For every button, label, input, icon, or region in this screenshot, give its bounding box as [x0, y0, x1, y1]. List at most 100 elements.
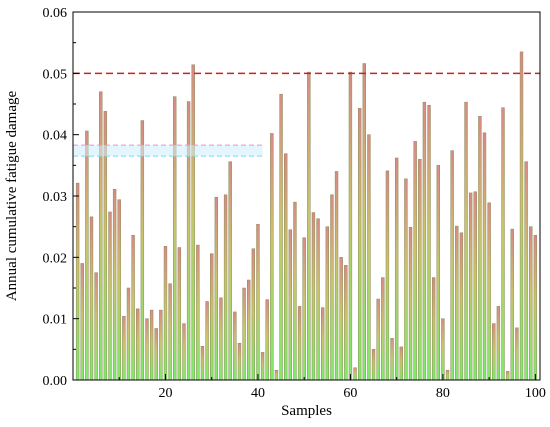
bar-sample-63 — [362, 63, 366, 381]
bars-layer — [75, 51, 538, 381]
bar-sample-79 — [436, 165, 440, 381]
bar-sample-14 — [136, 308, 140, 381]
bar-sample-46 — [284, 153, 288, 381]
x-tick-label: 60 — [343, 386, 357, 401]
bar-sample-87 — [473, 191, 477, 381]
bar-sample-35 — [233, 311, 237, 381]
bar-sample-84 — [459, 232, 464, 381]
bar-sample-26 — [191, 64, 195, 381]
bar-sample-88 — [478, 116, 482, 381]
bar-sample-89 — [482, 132, 487, 381]
reference-band — [73, 144, 263, 157]
bar-sample-34 — [228, 161, 232, 381]
bar-sample-28 — [200, 346, 205, 381]
ticks-layer: 0.00 0.01 0.02 0.03 0.04 0.05 0.06 20 40 60 80 100 — [43, 6, 546, 401]
x-tick-label: 100 — [525, 386, 546, 401]
bar-sample-22 — [173, 96, 177, 381]
bar-sample-96 — [515, 327, 519, 381]
y-tick-label: 0.04 — [43, 129, 68, 144]
bar-sample-75 — [418, 158, 422, 381]
bar-sample-61 — [353, 367, 357, 381]
bar-sample-60 — [348, 71, 353, 381]
bar-sample-73 — [408, 227, 413, 381]
bar-sample-25 — [186, 101, 191, 381]
bar-sample-53 — [316, 218, 320, 381]
bar-sample-70 — [394, 157, 399, 381]
bar-sample-27 — [196, 244, 200, 381]
x-tick-label: 40 — [251, 386, 265, 401]
bar-sample-59 — [344, 265, 348, 381]
y-tick-label: 0.00 — [43, 374, 68, 389]
bar-sample-82 — [450, 150, 454, 381]
reference-band-fill — [73, 145, 263, 157]
bar-sample-66 — [376, 298, 380, 381]
bar-sample-9 — [112, 189, 117, 381]
bar-sample-4 — [89, 216, 94, 381]
bar-sample-52 — [311, 212, 316, 381]
bar-sample-80 — [441, 318, 445, 381]
bar-sample-12 — [126, 287, 131, 381]
bar-sample-49 — [297, 306, 302, 381]
bar-sample-54 — [321, 307, 325, 381]
bar-sample-76 — [422, 101, 427, 381]
bar-sample-33 — [223, 194, 228, 381]
bar-sample-64 — [367, 134, 371, 381]
bar-sample-78 — [431, 277, 436, 381]
bar-sample-67 — [381, 277, 385, 381]
bar-sample-13 — [131, 235, 135, 381]
bar-sample-29 — [205, 301, 209, 381]
bar-sample-40 — [256, 223, 260, 381]
bar-sample-32 — [219, 297, 223, 381]
bar-sample-50 — [302, 237, 306, 381]
bar-sample-55 — [325, 226, 329, 381]
bar-sample-47 — [288, 229, 293, 381]
bar-sample-97 — [519, 51, 524, 381]
y-tick-label: 0.03 — [43, 190, 68, 205]
bar-sample-98 — [524, 161, 528, 381]
bar-sample-83 — [455, 225, 459, 381]
x-tick-label: 80 — [436, 386, 450, 401]
bar-sample-51 — [307, 71, 311, 381]
y-tick-label: 0.06 — [43, 6, 68, 21]
bar-sample-15 — [140, 120, 145, 381]
bar-sample-45 — [279, 93, 283, 381]
x-tick-label: 20 — [158, 386, 172, 401]
bar-sample-77 — [427, 104, 431, 381]
bar-sample-72 — [404, 178, 408, 381]
bar-sample-5 — [94, 272, 98, 381]
bar-sample-56 — [330, 194, 334, 381]
bar-sample-74 — [413, 141, 417, 381]
bar-sample-41 — [260, 352, 265, 381]
bar-sample-48 — [293, 201, 297, 381]
bar-sample-69 — [390, 338, 394, 381]
bar-sample-20 — [163, 246, 168, 381]
bar-sample-31 — [214, 196, 219, 381]
bar-sample-68 — [385, 170, 390, 381]
bar-sample-16 — [145, 318, 149, 381]
bar-sample-86 — [468, 192, 473, 381]
bar-sample-6 — [99, 91, 103, 381]
bar-sample-71 — [399, 346, 403, 381]
bar-sample-99 — [529, 226, 533, 381]
bar-sample-30 — [210, 253, 214, 381]
y-axis-title: Annual cumulative fatigue damage — [4, 90, 20, 301]
bar-sample-38 — [247, 279, 251, 381]
bar-sample-42 — [265, 299, 269, 381]
y-tick-label: 0.05 — [43, 67, 68, 82]
bar-sample-17 — [149, 309, 154, 381]
bar-sample-43 — [270, 133, 274, 381]
bar-sample-91 — [492, 323, 496, 381]
bar-sample-19 — [159, 309, 163, 381]
bar-sample-2 — [80, 263, 84, 381]
bar-sample-58 — [339, 257, 343, 381]
bar-sample-62 — [357, 108, 362, 381]
bar-sample-10 — [117, 199, 121, 381]
bar-sample-90 — [487, 202, 491, 381]
bar-sample-3 — [85, 130, 89, 381]
bar-sample-85 — [464, 101, 468, 381]
bar-sample-24 — [182, 323, 186, 381]
bar-sample-94 — [505, 371, 510, 381]
y-tick-label: 0.01 — [43, 313, 68, 328]
bar-sample-39 — [251, 248, 256, 381]
